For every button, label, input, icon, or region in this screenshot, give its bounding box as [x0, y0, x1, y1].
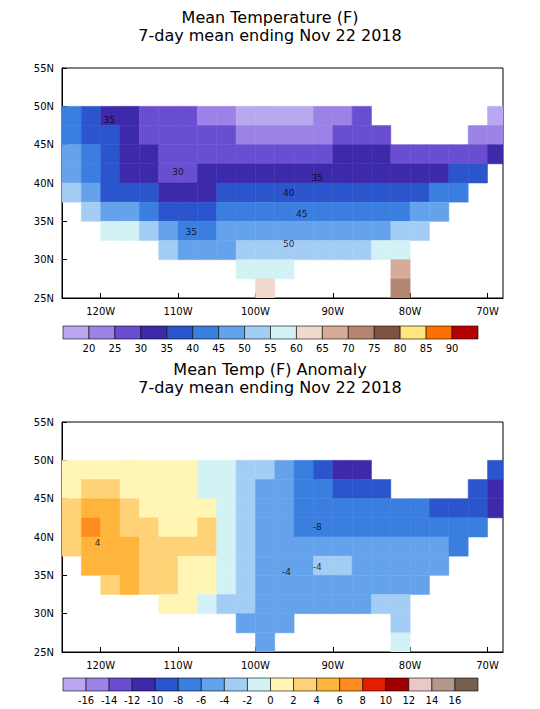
svg-text:40N: 40N [34, 178, 54, 189]
svg-text:90W: 90W [321, 306, 344, 317]
svg-text:16: 16 [449, 695, 462, 706]
svg-text:30: 30 [172, 167, 184, 177]
svg-text:110W: 110W [164, 660, 193, 671]
svg-text:12: 12 [402, 695, 415, 706]
svg-text:2: 2 [290, 695, 296, 706]
svg-text:50: 50 [283, 239, 295, 249]
svg-text:90: 90 [446, 343, 459, 354]
svg-text:-4: -4 [282, 567, 291, 577]
svg-text:30: 30 [134, 343, 147, 354]
svg-text:30N: 30N [34, 608, 54, 619]
svg-text:25N: 25N [34, 293, 54, 304]
svg-text:-8: -8 [313, 522, 322, 532]
svg-text:-12: -12 [124, 695, 140, 706]
svg-text:-4: -4 [313, 562, 322, 572]
svg-text:45N: 45N [34, 139, 54, 150]
svg-text:35N: 35N [34, 216, 54, 227]
svg-text:40N: 40N [34, 532, 54, 543]
svg-text:45N: 45N [34, 493, 54, 504]
svg-text:35: 35 [103, 115, 114, 125]
svg-text:55: 55 [264, 343, 277, 354]
svg-text:-6: -6 [196, 695, 206, 706]
svg-text:25: 25 [109, 343, 122, 354]
svg-text:6: 6 [336, 695, 342, 706]
svg-text:80W: 80W [399, 660, 422, 671]
svg-text:40: 40 [283, 188, 295, 198]
svg-text:-16: -16 [78, 695, 94, 706]
svg-text:100W: 100W [241, 660, 270, 671]
svg-text:4: 4 [95, 538, 101, 548]
svg-text:40: 40 [186, 343, 199, 354]
svg-text:80W: 80W [399, 306, 422, 317]
svg-text:10: 10 [379, 695, 392, 706]
svg-text:110W: 110W [164, 306, 193, 317]
svg-text:20: 20 [83, 343, 96, 354]
svg-text:8: 8 [360, 695, 366, 706]
svg-text:75: 75 [368, 343, 381, 354]
svg-text:70W: 70W [476, 660, 499, 671]
svg-text:30N: 30N [34, 254, 54, 265]
svg-text:45: 45 [212, 343, 225, 354]
svg-text:-10: -10 [147, 695, 163, 706]
svg-text:70W: 70W [476, 306, 499, 317]
svg-text:7-day mean ending Nov 22 2018: 7-day mean ending Nov 22 2018 [138, 378, 401, 397]
svg-text:55N: 55N [34, 63, 54, 74]
svg-text:35: 35 [160, 343, 173, 354]
svg-text:90W: 90W [321, 660, 344, 671]
svg-text:60: 60 [290, 343, 303, 354]
svg-text:-4: -4 [219, 695, 229, 706]
svg-text:50: 50 [238, 343, 251, 354]
svg-text:-8: -8 [173, 695, 183, 706]
svg-text:25N: 25N [34, 647, 54, 658]
svg-text:80: 80 [394, 343, 407, 354]
svg-text:Mean Temp (F) Anomaly: Mean Temp (F) Anomaly [173, 360, 366, 379]
svg-text:-2: -2 [242, 695, 252, 706]
svg-text:35: 35 [312, 173, 323, 183]
svg-text:4: 4 [313, 695, 319, 706]
svg-text:100W: 100W [241, 306, 270, 317]
svg-text:45: 45 [296, 209, 307, 219]
svg-text:85: 85 [420, 343, 433, 354]
svg-text:Mean Temperature (F): Mean Temperature (F) [182, 8, 359, 27]
svg-text:65: 65 [316, 343, 329, 354]
svg-text:55N: 55N [34, 417, 54, 428]
svg-text:-14: -14 [101, 695, 117, 706]
svg-text:70: 70 [342, 343, 355, 354]
svg-text:0: 0 [267, 695, 273, 706]
svg-text:35: 35 [185, 227, 196, 237]
svg-text:120W: 120W [86, 660, 115, 671]
svg-text:50N: 50N [34, 455, 54, 466]
svg-text:120W: 120W [86, 306, 115, 317]
svg-text:14: 14 [426, 695, 439, 706]
svg-text:35N: 35N [34, 570, 54, 581]
svg-text:50N: 50N [34, 101, 54, 112]
svg-text:7-day mean ending Nov 22 2018: 7-day mean ending Nov 22 2018 [138, 26, 401, 45]
